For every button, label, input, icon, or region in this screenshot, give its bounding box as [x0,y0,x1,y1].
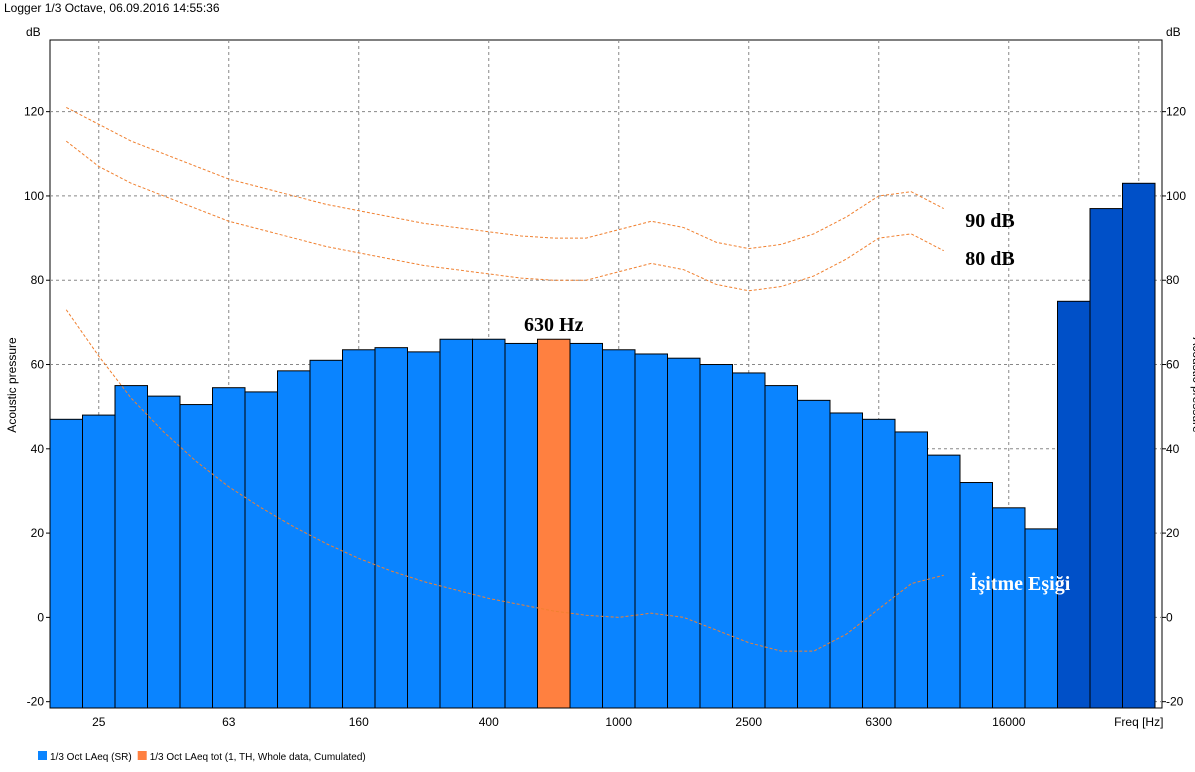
bar [504,342,538,709]
bar [667,357,701,709]
bar [602,349,636,709]
y-tick-label: 20 [31,526,45,540]
bar [114,385,148,709]
bar [1122,182,1156,709]
bar [732,372,766,709]
bar [374,347,408,709]
y-tick-label: 40 [31,442,45,456]
y2-tick-label: 60 [1166,358,1180,372]
x-tick-label: 63 [222,715,236,729]
bar [147,395,181,709]
legend-label: 1/3 Oct LAeq (SR) [50,752,132,763]
y-label: Acoustic pressure [5,337,19,433]
x-tick-label: 400 [479,715,499,729]
reference-curve [65,140,944,292]
y2-tick-label: 120 [1166,105,1186,119]
bar [244,391,278,709]
reference-curve [66,106,944,250]
curve-label: İşitme Eşiği [970,571,1071,595]
x-tick-label: 160 [349,715,369,729]
x-tick-label: 1000 [605,715,632,729]
bar [699,364,733,709]
bar [179,404,213,709]
bar [894,431,928,709]
bar-annotation: 630 Hz [524,314,584,336]
x-tick-label: 16000 [992,715,1026,729]
bar [764,385,798,709]
legend-label: 1/3 Oct LAeq tot (1, TH, Whole data, Cum… [150,752,366,763]
x-tick-label: Freq [Hz] [1114,715,1163,729]
y-tick-label: 0 [37,610,44,624]
curve-label: 80 dB [965,248,1014,270]
y-tick-label: 80 [31,273,45,287]
bar [927,454,961,709]
bar [309,359,343,709]
bar [959,482,993,709]
x-tick-label: 6300 [865,715,892,729]
bar [862,418,896,709]
legend-swatch [137,751,147,760]
y2-tick-label: -20 [1166,695,1184,709]
y2-tick-label: 100 [1166,189,1186,203]
bar [49,418,83,709]
y-tick-label: 100 [24,189,44,203]
bar [634,353,668,709]
y2-tick-label: 0 [1166,610,1173,624]
y-tick-label: 120 [24,105,44,119]
chart-title: Logger 1/3 Octave, 06.09.2016 14:55:36 [4,1,220,15]
curve-label: 90 dB [965,210,1014,232]
bar [797,399,831,709]
x-tick-label: 25 [92,715,106,729]
bar [472,338,506,709]
bar [537,338,571,709]
bar [1089,208,1123,709]
reference-curve [65,309,944,652]
bar [829,412,863,709]
bar [342,349,376,709]
x-tick-label: 2500 [735,715,762,729]
y2-tick-label: 80 [1166,273,1180,287]
bar [407,351,441,709]
bar [569,342,603,709]
y-tick-label: -20 [27,695,45,709]
y2-tick-label: 20 [1166,526,1180,540]
bar [277,370,311,709]
bar [439,338,473,709]
legend-swatch [38,751,47,760]
bar [992,507,1026,709]
y-tick-label: 60 [31,358,45,372]
bar [212,387,246,709]
y-unit: dB [26,25,41,39]
y2-label: Acoustic pressure [1190,337,1195,433]
y2-tick-label: 40 [1166,442,1180,456]
y2-unit: dB [1166,25,1181,39]
bar [82,414,116,709]
bar [1024,528,1058,709]
bar [1057,300,1091,709]
